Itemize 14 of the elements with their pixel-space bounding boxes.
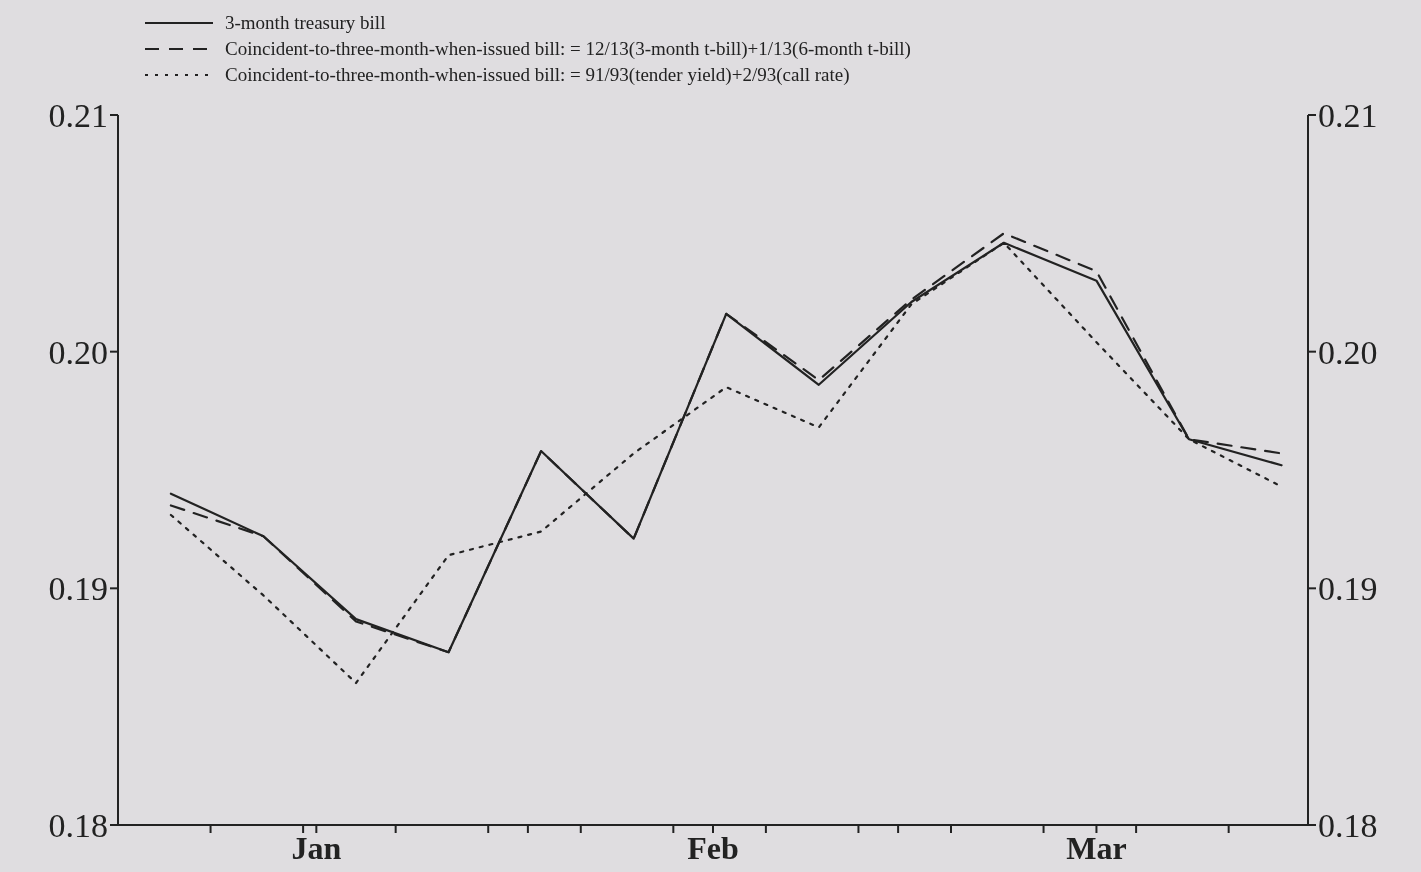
y-tick-label: 0.18 bbox=[48, 807, 108, 845]
y2-tick-label: 0.21 bbox=[1318, 97, 1378, 135]
y-tick-label: 0.20 bbox=[48, 333, 108, 371]
x-tick-label: Mar bbox=[1066, 830, 1127, 866]
x-tick-label: Jan bbox=[291, 830, 342, 866]
legend-label: 3-month treasury bill bbox=[225, 11, 386, 35]
y2-tick-label: 0.20 bbox=[1318, 333, 1378, 371]
y-tick-label: 0.21 bbox=[48, 97, 108, 135]
x-tick-label: Feb bbox=[687, 830, 739, 866]
legend-label: Coincident-to-three-month-when-issued bill: = 91/93(tender yield)+2/93(call rate) bbox=[225, 63, 850, 87]
y2-tick-label: 0.19 bbox=[1318, 570, 1378, 608]
legend-label: Coincident-to-three-month-when-issued bill: = 12/13(3-month t-bill)+1/13(6-month t-bill) bbox=[225, 37, 911, 61]
y2-tick-label: 0.18 bbox=[1318, 807, 1378, 845]
y-tick-label: 0.19 bbox=[48, 570, 108, 608]
